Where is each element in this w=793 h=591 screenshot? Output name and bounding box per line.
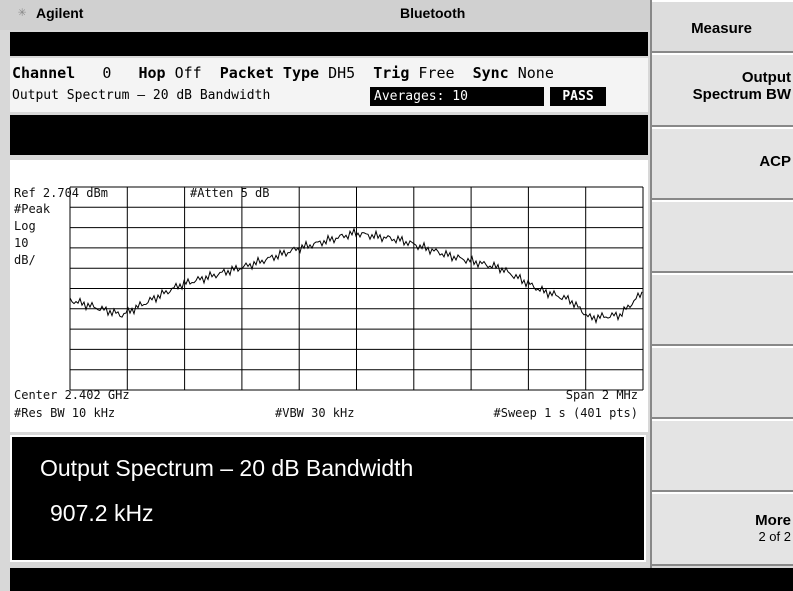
label: Trig	[373, 64, 410, 82]
softkey[interactable]	[652, 419, 793, 492]
attenuation: #Atten 5 dB	[190, 186, 270, 200]
span: Span 2 MHz	[565, 388, 638, 402]
softkey-label: 2 of 2	[758, 529, 791, 544]
vbw: #VBW 30 kHz	[275, 406, 355, 420]
brand-icon: ✳	[18, 4, 27, 20]
result-title: Output Spectrum – 20 dB Bandwidth	[40, 455, 414, 481]
averages: Averages: 10	[370, 87, 544, 106]
softkey[interactable]	[652, 273, 793, 346]
value: 0	[102, 64, 112, 82]
status-line: Channel 0 Hop Off Packet Type DH5 Trig F…	[12, 64, 554, 82]
brand: Agilent	[36, 5, 84, 21]
result-value: 907.2 kHz	[50, 500, 154, 526]
pass-indicator: PASS	[550, 87, 606, 106]
res-bw: #Res BW 10 kHz	[14, 406, 116, 420]
scale-type: Log	[14, 219, 36, 233]
graticule	[69, 186, 644, 391]
softkey-label: Spectrum BW	[692, 86, 791, 103]
measurement-name: Output Spectrum – 20 dB Bandwidth	[12, 88, 271, 103]
softkey[interactable]: Output Spectrum BW	[652, 53, 793, 127]
mode: Bluetooth	[400, 5, 466, 21]
graph-panel	[10, 160, 648, 432]
softkey[interactable]: ACP	[652, 127, 793, 200]
scale-unit: dB/	[14, 253, 36, 267]
softkey[interactable]	[652, 346, 793, 419]
center-freq: Center 2.402 GHz	[14, 388, 130, 402]
ref-level: Ref 2.704 dBm	[14, 186, 108, 200]
label: Packet Type	[219, 64, 320, 82]
softkey-label: More	[755, 512, 791, 529]
value: None	[517, 64, 554, 82]
value: DH5	[328, 64, 356, 82]
bottom-bar	[10, 568, 793, 591]
spacer-bar	[10, 115, 648, 155]
label: Hop	[138, 64, 166, 82]
divider	[650, 0, 652, 568]
detector: #Peak	[14, 202, 51, 216]
softkey[interactable]: More 2 of 2	[652, 492, 793, 566]
spectrum-trace	[69, 227, 643, 325]
value: Free	[418, 64, 455, 82]
label: Channel	[12, 64, 76, 82]
softkey[interactable]	[652, 200, 793, 273]
softkey-label: Output	[741, 69, 791, 86]
softkey-label: ACP	[759, 153, 791, 170]
menu-title: Measure	[652, 0, 793, 53]
title-bar	[0, 0, 650, 30]
sweep: #Sweep 1 s (401 pts)	[493, 406, 639, 420]
scale: 10	[14, 236, 29, 250]
message-bar	[10, 32, 648, 56]
value: Off	[174, 64, 202, 82]
label: Sync	[472, 64, 509, 82]
result-panel	[10, 435, 646, 562]
